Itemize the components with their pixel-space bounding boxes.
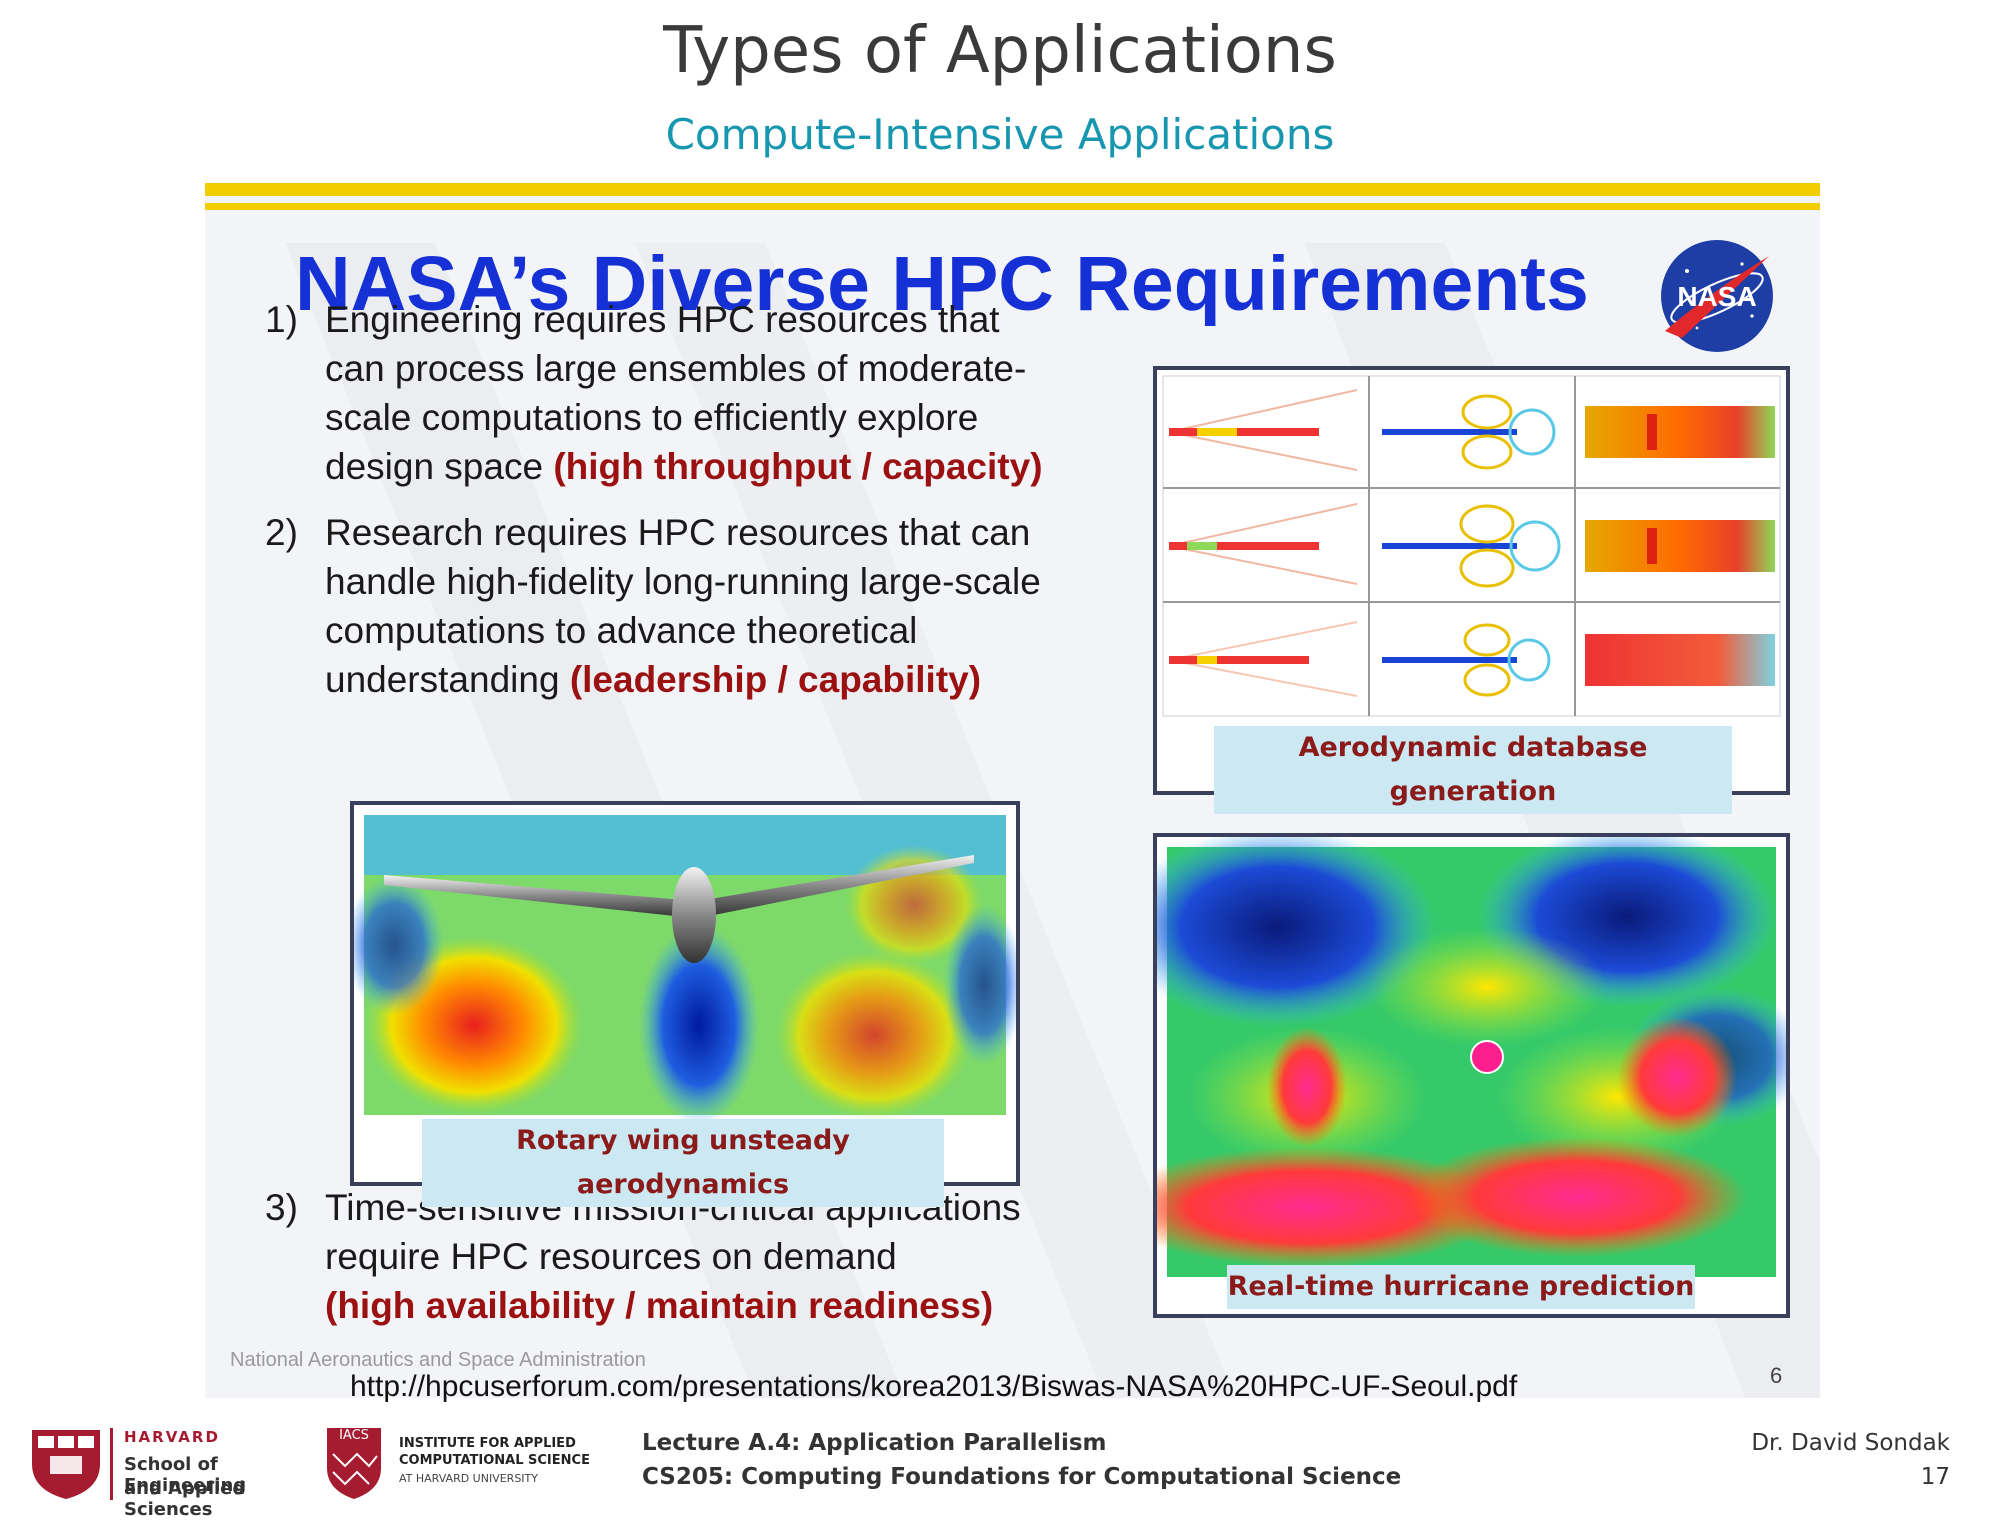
lecture-title: Lecture A.4: Application Parallelism <box>642 1430 1107 1456</box>
harvard-school-line2: and Applied Sciences <box>124 1478 246 1520</box>
hurricane-simulation <box>1157 837 1786 1277</box>
harvard-divider <box>110 1428 113 1500</box>
nasa-heading: NASA’s Diverse HPC Requirements <box>295 241 1589 327</box>
nasa-slide-image: NASA’s Diverse HPC Requirements NASA 1) … <box>205 183 1820 1398</box>
svg-text:NASA: NASA <box>1677 281 1756 312</box>
requirement-highlight: (high availability / maintain readiness) <box>325 1285 994 1326</box>
page-number: 17 <box>1920 1464 1950 1490</box>
aero-simulation-grid <box>1162 375 1781 717</box>
nasa-footer: National Aeronautics and Space Administr… <box>230 1349 646 1371</box>
requirement-line: understanding <box>325 659 570 700</box>
aero-database-figure: Aerodynamic database generation <box>1153 366 1790 814</box>
source-url: http://hpcuserforum.com/presentations/ko… <box>350 1370 1518 1403</box>
requirement-line: Engineering requires HPC resources that <box>325 299 1000 340</box>
rotary-wing-simulation <box>354 815 1016 1125</box>
requirement-highlight: (high throughput / capacity) <box>553 446 1043 487</box>
requirement-number: 3) <box>265 1187 298 1228</box>
requirement-line: design space <box>325 446 554 487</box>
slide-subtitle: Compute-Intensive Applications <box>665 110 1335 159</box>
iacs-line3: AT HARVARD UNIVERSITY <box>399 1472 538 1485</box>
requirement-line: Research requires HPC resources that can <box>325 512 1031 553</box>
requirement-highlight: (leadership / capability) <box>569 659 982 700</box>
harvard-school-line1: School of Engineering <box>124 1454 247 1496</box>
figure-caption: Real-time hurricane prediction <box>1227 1265 1695 1309</box>
iacs-line1: INSTITUTE FOR APPLIED <box>399 1436 576 1451</box>
yellow-bar-top <box>205 183 1820 196</box>
iacs-logo: IACS INSTITUTE FOR APPLIED COMPUTATIONAL… <box>325 1428 625 1500</box>
slide-title: Types of Applications <box>663 14 1337 88</box>
requirement-line: computations to advance theoretical <box>325 610 918 651</box>
nasa-logo-icon: NASA <box>1661 240 1773 352</box>
figure-caption: Aerodynamic database generation <box>1214 726 1732 814</box>
requirement-line: require HPC resources on demand <box>325 1236 897 1277</box>
author-name: Dr. David Sondak <box>1751 1430 1950 1456</box>
iacs-shield-icon <box>327 1444 381 1499</box>
yellow-bar-bottom <box>205 203 1820 210</box>
requirement-number: 2) <box>265 512 298 553</box>
requirement-number: 1) <box>265 299 298 340</box>
harvard-shield-icon <box>32 1430 100 1499</box>
course-title: CS205: Computing Foundations for Computa… <box>642 1464 1402 1490</box>
requirement-line: can process large ensembles of moderate- <box>325 348 1027 389</box>
iacs-line2: COMPUTATIONAL SCIENCE <box>399 1453 590 1468</box>
rotary-wing-figure: Rotary wing unsteady aerodynamics <box>350 801 1020 1207</box>
iacs-badge: IACS <box>327 1428 381 1444</box>
requirement-line: scale computations to efficiently explor… <box>325 397 979 438</box>
requirement-line: handle high-fidelity long-running large-… <box>325 561 1041 602</box>
nasa-slide-number: 6 <box>1770 1363 1783 1388</box>
figure-caption: Rotary wing unsteady aerodynamics <box>422 1119 944 1207</box>
harvard-wordmark: HARVARD <box>124 1428 220 1446</box>
harvard-seas-logo: HARVARD School of Engineering and Applie… <box>28 1428 328 1520</box>
hurricane-figure: Real-time hurricane prediction <box>1153 833 1790 1318</box>
